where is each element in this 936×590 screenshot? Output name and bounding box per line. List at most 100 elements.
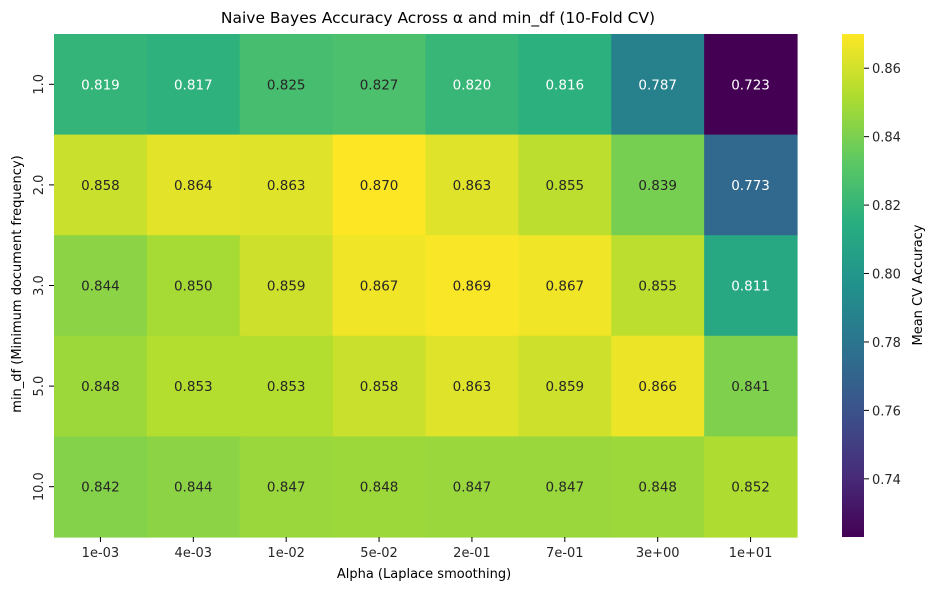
y-axis-label: min_df (Minimum document frequency) [10, 155, 25, 412]
heatmap-cell [54, 235, 148, 337]
cell-value-label: 0.870 [360, 178, 399, 194]
heatmap-cell [332, 235, 427, 337]
y-tick-label: 2.0 [32, 175, 47, 196]
cell-value-label: 0.848 [81, 379, 120, 395]
heatmap-cell [146, 34, 241, 136]
cell-value-label: 0.869 [453, 279, 492, 295]
y-tick-label: 10.0 [32, 472, 47, 501]
cell-value-label: 0.839 [638, 178, 677, 194]
heatmap-cell [239, 335, 334, 437]
cell-value-label: 0.850 [174, 279, 213, 295]
heatmap-cell [518, 134, 612, 236]
cell-value-label: 0.859 [545, 379, 584, 395]
heatmap-cell [704, 235, 798, 337]
cell-value-label: 0.842 [81, 480, 120, 496]
colorbar-tick-label: 0.82 [872, 199, 901, 214]
cell-value-label: 0.864 [174, 178, 213, 194]
heatmap-cell [425, 335, 519, 437]
cell-value-label: 0.827 [360, 77, 399, 93]
cell-value-label: 0.853 [267, 379, 306, 395]
heatmap-cell [239, 34, 334, 136]
heatmap-cell [704, 335, 798, 437]
colorbar-tick-label: 0.84 [872, 131, 901, 146]
heatmap-cell [518, 335, 612, 437]
cell-value-label: 0.852 [731, 480, 770, 496]
heatmap-cell [54, 34, 148, 136]
colorbar-tick-label: 0.78 [872, 336, 901, 351]
x-tick-label: 1e+01 [729, 546, 773, 561]
heatmap-cell [54, 436, 148, 538]
colorbar-tick-label: 0.74 [872, 473, 901, 488]
x-tick-label: 2e-01 [453, 546, 491, 561]
cell-value-label: 0.867 [360, 279, 399, 295]
cell-value-label: 0.841 [731, 379, 770, 395]
heatmap-cell [425, 134, 519, 236]
heatmap-cell [54, 134, 148, 236]
cell-value-label: 0.867 [545, 279, 584, 295]
x-tick-label: 5e-02 [360, 546, 398, 561]
heatmap-cell [611, 235, 705, 337]
cell-value-label: 0.848 [360, 480, 399, 496]
chart-title: Naive Bayes Accuracy Across α and min_df… [221, 9, 655, 28]
cell-value-label: 0.858 [81, 178, 120, 194]
cell-value-label: 0.859 [267, 279, 306, 295]
cell-value-label: 0.863 [453, 178, 492, 194]
cell-value-label: 0.847 [267, 480, 306, 496]
heatmap-cells: 0.819 0.817 0.825 0.827 0.820 0.816 0.787 0.723… [54, 34, 798, 538]
y-tick-label: 3.0 [32, 275, 47, 296]
heatmap-cell [239, 436, 334, 538]
colorbar [842, 34, 864, 537]
heatmap-cell [425, 34, 519, 136]
heatmap-cell [704, 134, 798, 236]
colorbar-tick-label: 0.76 [872, 404, 901, 419]
x-tick-label: 7e-01 [546, 546, 584, 561]
heatmap-cell [146, 134, 241, 236]
x-tick-label: 3e+00 [636, 546, 680, 561]
colorbar-ticks: 0.74 0.76 0.78 0.80 0.82 0.84 0.86 [864, 62, 901, 488]
cell-value-label: 0.858 [360, 379, 399, 395]
cell-value-label: 0.844 [81, 279, 120, 295]
x-tick-label: 1e-02 [267, 546, 305, 561]
heatmap-cell [332, 34, 427, 136]
x-axis-ticks: 1e-03 4e-03 1e-02 5e-02 2e-01 7e-01 3e+00 1e+01 [82, 537, 773, 561]
cell-value-label: 0.820 [453, 77, 492, 93]
y-axis-ticks: 1.0 2.0 3.0 5.0 10.0 [32, 74, 54, 501]
heatmap-cell [518, 436, 612, 538]
y-tick-label: 1.0 [32, 74, 47, 95]
cell-value-label: 0.847 [453, 480, 492, 496]
heatmap-cell [518, 34, 612, 136]
heatmap-cell [611, 436, 705, 538]
heatmap-cell [704, 436, 798, 538]
cell-value-label: 0.844 [174, 480, 213, 496]
heatmap-cell [611, 134, 705, 236]
heatmap-cell [518, 235, 612, 337]
heatmap-cell [332, 134, 427, 236]
cell-value-label: 0.855 [545, 178, 584, 194]
heatmap-cell [704, 34, 798, 136]
cell-value-label: 0.723 [731, 77, 770, 93]
cell-value-label: 0.811 [731, 279, 770, 295]
heatmap-cell [425, 235, 519, 337]
colorbar-label: Mean CV Accuracy [911, 224, 926, 345]
cell-value-label: 0.853 [174, 379, 213, 395]
heatmap-cell [425, 436, 519, 538]
heatmap-cell [611, 34, 705, 136]
cell-value-label: 0.847 [545, 480, 584, 496]
colorbar-tick-label: 0.80 [872, 268, 901, 283]
cell-value-label: 0.817 [174, 77, 213, 93]
heatmap-cell [239, 235, 334, 337]
cell-value-label: 0.773 [731, 178, 770, 194]
heatmap-cell [611, 335, 705, 437]
cell-value-label: 0.825 [267, 77, 306, 93]
heatmap-cell [54, 335, 148, 437]
heatmap-cell [332, 335, 427, 437]
heatmap-cell [146, 335, 241, 437]
colorbar-tick-label: 0.86 [872, 62, 901, 77]
cell-value-label: 0.866 [638, 379, 677, 395]
cell-value-label: 0.848 [638, 480, 677, 496]
cell-value-label: 0.819 [81, 77, 120, 93]
cell-value-label: 0.855 [638, 279, 677, 295]
y-tick-label: 5.0 [32, 376, 47, 397]
x-tick-label: 1e-03 [82, 546, 120, 561]
